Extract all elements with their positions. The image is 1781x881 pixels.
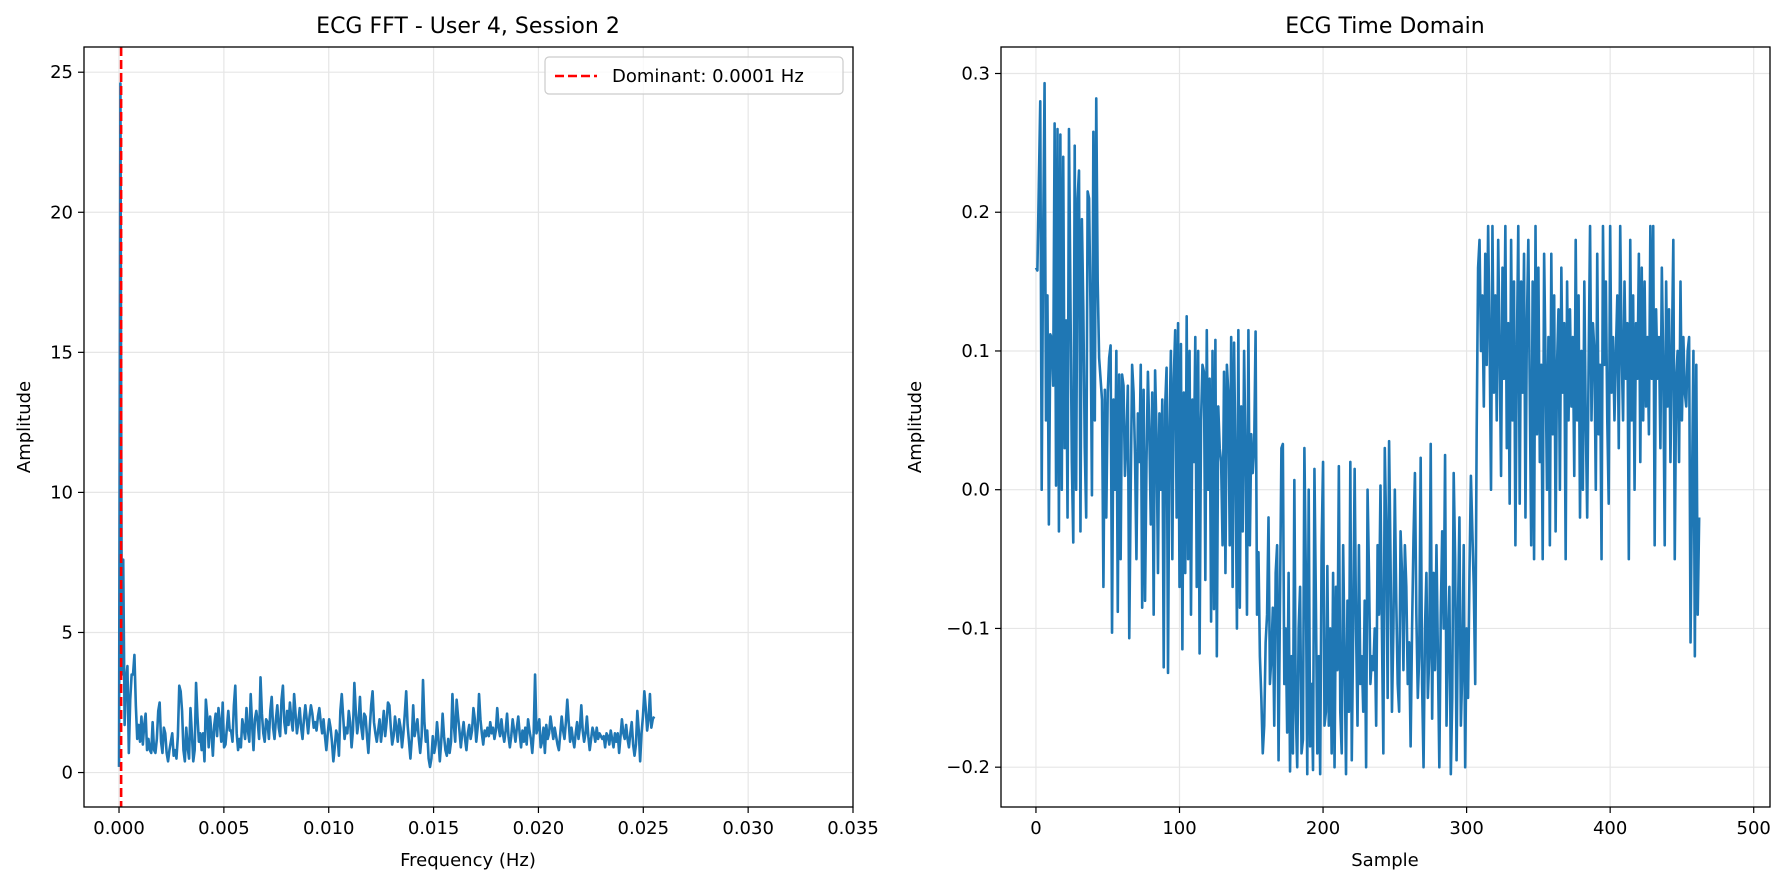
fft-legend-box [544,56,844,95]
time-x-tick-label: 400 [1593,818,1627,839]
time-y-tick-label: −0.2 [946,757,990,778]
time-x-tick-label: 500 [1737,818,1771,839]
fft-x-tick-label: 0.035 [827,818,879,839]
fft-y-ticks: 0 5 10 15 20 25 [50,62,84,784]
time-x-ticks: 0 100 200 300 400 500 [1030,807,1771,839]
time-y-label: Amplitude [905,381,926,473]
fft-y-label: Amplitude [14,381,35,473]
time-y-tick-label: 0.1 [961,341,990,362]
time-x-tick-label: 100 [1162,818,1196,839]
fft-legend: Dominant: 0.0001 Hz [544,56,844,95]
fft-legend-label: Dominant: 0.0001 Hz [612,66,804,87]
fft-plot-area [84,47,853,807]
time-plot-frame [1000,46,1771,808]
time-x-label: Sample [1351,850,1419,871]
fft-y-tick-label: 15 [50,342,73,363]
fft-y-tick-label: 0 [62,763,73,784]
fft-x-tick-label: 0.025 [618,818,670,839]
fft-y-tick-label: 20 [50,202,73,223]
time-y-tick-label: 0.0 [961,480,990,501]
fft-plot-frame [83,46,854,808]
time-x-tick-label: 300 [1449,818,1483,839]
time-y-tick-label: 0.3 [961,63,990,84]
fft-x-tick-label: 0.030 [722,818,774,839]
time-x-tick-label: 0 [1030,818,1041,839]
fft-series [117,82,656,769]
fft-x-tick-label: 0.020 [513,818,565,839]
fft-y-tick-label: 10 [50,482,73,503]
time-x-tick-label: 200 [1306,818,1340,839]
fft-y-tick-label: 25 [50,62,73,83]
fft-y-tick-label: 5 [62,622,73,643]
time-y-tick-label: 0.2 [961,202,990,223]
fft-x-label: Frequency (Hz) [400,850,536,871]
fft-x-tick-label: 0.005 [198,818,250,839]
time-panel: 0 100 200 300 400 500 −0.2 −0.1 0.0 0.1 0.2 0.3 EC… [905,14,1771,871]
fft-series-line [117,82,656,769]
fft-panel: 0.000 0.005 0.010 0.015 0.020 0.025 0.030 0.035… [14,14,879,871]
fft-x-ticks: 0.000 0.005 0.010 0.015 0.020 0.025 0.030 0.035 [93,807,879,839]
time-y-tick-label: −0.1 [946,618,990,639]
fft-x-tick-label: 0.010 [303,818,355,839]
fft-x-tick-label: 0.000 [93,818,145,839]
time-series [1034,81,1701,776]
time-title: ECG Time Domain [1285,14,1485,39]
fft-x-tick-label: 0.015 [408,818,460,839]
fft-title: ECG FFT - User 4, Session 2 [316,14,620,39]
time-series-line [1034,81,1701,776]
time-y-ticks: −0.2 −0.1 0.0 0.1 0.2 0.3 [946,63,1001,778]
